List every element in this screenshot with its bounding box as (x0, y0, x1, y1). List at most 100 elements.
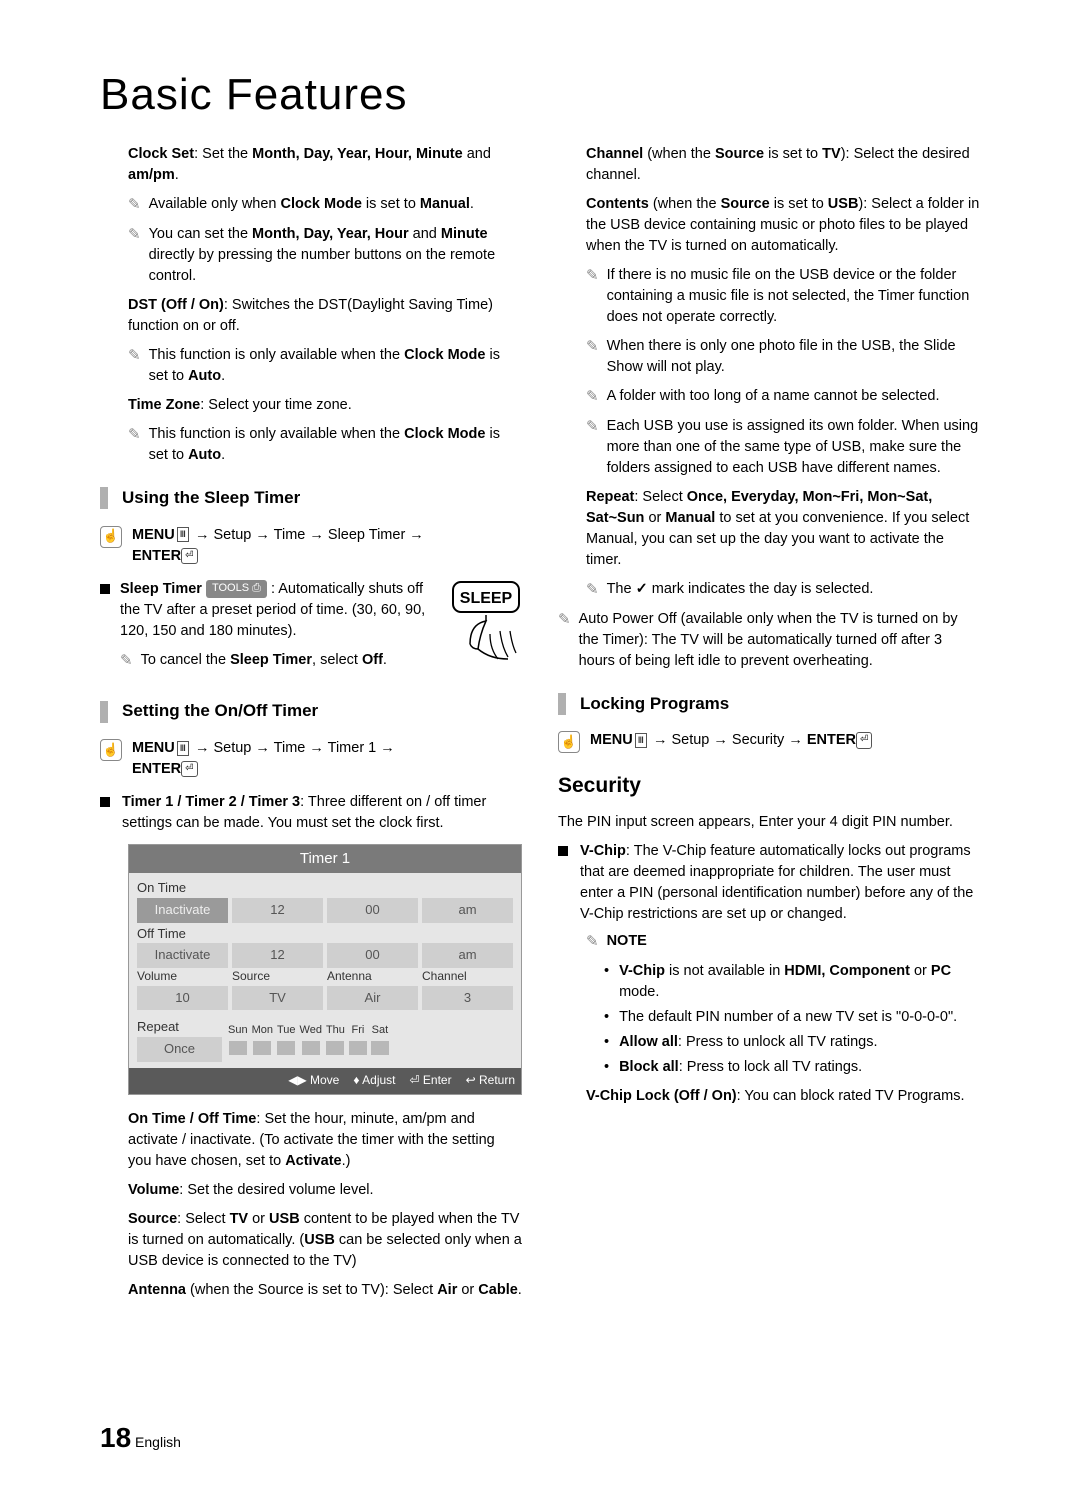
on-off-time-desc: On Time / Off Time: Set the hour, minute… (100, 1109, 522, 1172)
square-bullet-icon (100, 797, 110, 807)
two-column-layout: Clock Set: Set the Month, Day, Year, Hou… (100, 144, 980, 1309)
section-bar-icon (100, 701, 108, 723)
usb-note-4: ✎ Each USB you use is assigned its own f… (558, 416, 980, 479)
volume-cell[interactable]: 10 (137, 986, 228, 1011)
note-clock-mode-manual: ✎ Available only when Clock Mode is set … (100, 194, 522, 216)
repeat-value-cell[interactable]: Once (137, 1037, 222, 1062)
note-icon: ✎ (128, 224, 141, 287)
menu-path-security: ☝ MENUⅢ → Setup → Security → ENTER⏎ (558, 730, 980, 753)
settings-labels-row: Volume Source Antenna Channel (137, 968, 513, 985)
footer-enter: ⏎ Enter (410, 1072, 452, 1089)
vchip-intro: V-Chip: The V-Chip feature automatically… (558, 841, 980, 925)
square-bullet-icon (558, 846, 568, 856)
day-sat[interactable]: Sat (371, 1023, 389, 1055)
dst-line: DST (Off / On): Switches the DST(Dayligh… (100, 295, 522, 337)
sleep-timer-desc: Sleep Timer TOOLS ⎙ : Automatically shut… (120, 579, 440, 642)
clock-set-intro: Clock Set: Set the Month, Day, Year, Hou… (100, 144, 522, 186)
channel-desc: Channel (when the Source is set to TV): … (558, 144, 980, 186)
sleep-badge-text: SLEEP (460, 590, 513, 607)
note-icon: ✎ (128, 424, 141, 466)
on-hour-cell[interactable]: 12 (232, 898, 323, 923)
menu-path-timer1: ☝ MENUⅢ → Setup → Time → Timer 1 → ENTER… (100, 738, 522, 780)
vchip-note-3: • Allow all: Press to unlock all TV rati… (558, 1032, 980, 1053)
on-time-label: On Time (137, 877, 513, 898)
source-desc: Source: Select TV or USB content to be p… (100, 1209, 522, 1272)
off-activate-cell[interactable]: Inactivate (137, 943, 228, 968)
timers-intro: Timer 1 / Timer 2 / Timer 3: Three diffe… (100, 792, 522, 834)
note-icon: ✎ (586, 386, 599, 408)
note-icon: ✎ (586, 265, 599, 328)
note-dst-auto: ✎ This function is only available when t… (100, 345, 522, 387)
contents-desc: Contents (when the Source is set to USB)… (558, 194, 980, 257)
footer-adjust: ♦ Adjust (353, 1072, 395, 1089)
section-bar-icon (100, 487, 108, 509)
note-set-fields-direct: ✎ You can set the Month, Day, Year, Hour… (100, 224, 522, 287)
sleep-button-illustration: SLEEP (450, 579, 522, 676)
menu-icon: Ⅲ (177, 527, 189, 542)
note-icon: ✎ (128, 345, 141, 387)
vchip-note-2: • The default PIN number of a new TV set… (558, 1007, 980, 1028)
antenna-desc: Antenna (when the Source is set to TV): … (100, 1280, 522, 1301)
enter-icon: ⏎ (181, 761, 197, 778)
section-sleep-timer: Using the Sleep Timer (100, 486, 522, 511)
note-cancel-sleep: ✎ To cancel the Sleep Timer, select Off. (120, 650, 440, 672)
day-thu[interactable]: Thu (326, 1023, 345, 1055)
day-selector: Sun Mon Tue Wed Thu Fri Sat (228, 1023, 513, 1055)
timer1-panel: Timer 1 On Time Inactivate 12 00 am Off … (128, 844, 522, 1094)
page-number: 18 English (100, 1422, 181, 1454)
repeat-desc: Repeat: Select Once, Everyday, Mon~Fri, … (558, 487, 980, 571)
vchip-lock-desc: V-Chip Lock (Off / On): You can block ra… (558, 1086, 980, 1107)
tools-pill: TOOLS ⎙ (206, 580, 267, 598)
settings-values-row: 10 TV Air 3 (137, 986, 513, 1011)
day-tue[interactable]: Tue (277, 1023, 296, 1055)
note-icon: ✎ (586, 336, 599, 378)
note-icon: ✎ (586, 931, 599, 953)
menu-path-sleep: ☝ MENUⅢ → Setup → Time → Sleep Timer → E… (100, 525, 522, 567)
note-icon: ✎ (120, 650, 133, 672)
footer-return: ↩ Return (466, 1072, 515, 1089)
pin-line: The PIN input screen appears, Enter your… (558, 812, 980, 833)
menu-icon: Ⅲ (177, 741, 189, 756)
channel-cell[interactable]: 3 (422, 986, 513, 1011)
vchip-note-1: • V-Chip is not available in HDMI, Compo… (558, 961, 980, 1003)
off-time-row: Inactivate 12 00 am (137, 943, 513, 968)
page-title: Basic Features (100, 70, 980, 120)
timer-footer: ◀▶ Move ♦ Adjust ⏎ Enter ↩ Return (129, 1068, 521, 1093)
section-onoff-timer: Setting the On/Off Timer (100, 699, 522, 724)
remote-icon: ☝ (100, 739, 122, 761)
off-time-label: Off Time (137, 923, 513, 944)
day-wed[interactable]: Wed (300, 1023, 322, 1055)
vchip-note-4: • Block all: Press to lock all TV rating… (558, 1057, 980, 1078)
right-column: Channel (when the Source is set to TV): … (558, 144, 980, 1309)
section-title: Using the Sleep Timer (122, 486, 300, 511)
off-ampm-cell[interactable]: am (422, 943, 513, 968)
section-bar-icon (558, 693, 566, 715)
security-heading: Security (558, 771, 980, 801)
repeat-checkmark-note: ✎ The ✓ mark indicates the day is select… (558, 579, 980, 601)
enter-icon: ⏎ (181, 548, 197, 565)
square-bullet-icon (100, 584, 110, 594)
note-heading: ✎ NOTE (558, 931, 980, 953)
enter-icon: ⏎ (856, 732, 872, 749)
menu-icon: Ⅲ (635, 733, 647, 748)
usb-note-1: ✎ If there is no music file on the USB d… (558, 265, 980, 328)
timezone-line: Time Zone: Select your time zone. (100, 395, 522, 416)
day-mon[interactable]: Mon (252, 1023, 273, 1055)
usb-note-3: ✎ A folder with too long of a name canno… (558, 386, 980, 408)
on-activate-cell[interactable]: Inactivate (137, 898, 228, 923)
section-title: Locking Programs (580, 692, 729, 717)
timer1-title: Timer 1 (129, 845, 521, 873)
usb-note-2: ✎ When there is only one photo file in t… (558, 336, 980, 378)
on-ampm-cell[interactable]: am (422, 898, 513, 923)
repeat-label: Repeat (137, 1016, 222, 1037)
day-fri[interactable]: Fri (349, 1023, 367, 1055)
off-minute-cell[interactable]: 00 (327, 943, 418, 968)
day-sun[interactable]: Sun (228, 1023, 248, 1055)
off-hour-cell[interactable]: 12 (232, 943, 323, 968)
on-minute-cell[interactable]: 00 (327, 898, 418, 923)
remote-icon: ☝ (100, 526, 122, 548)
antenna-cell[interactable]: Air (327, 986, 418, 1011)
note-icon: ✎ (586, 416, 599, 479)
sleep-timer-row: Sleep Timer TOOLS ⎙ : Automatically shut… (100, 579, 522, 680)
source-cell[interactable]: TV (232, 986, 323, 1011)
